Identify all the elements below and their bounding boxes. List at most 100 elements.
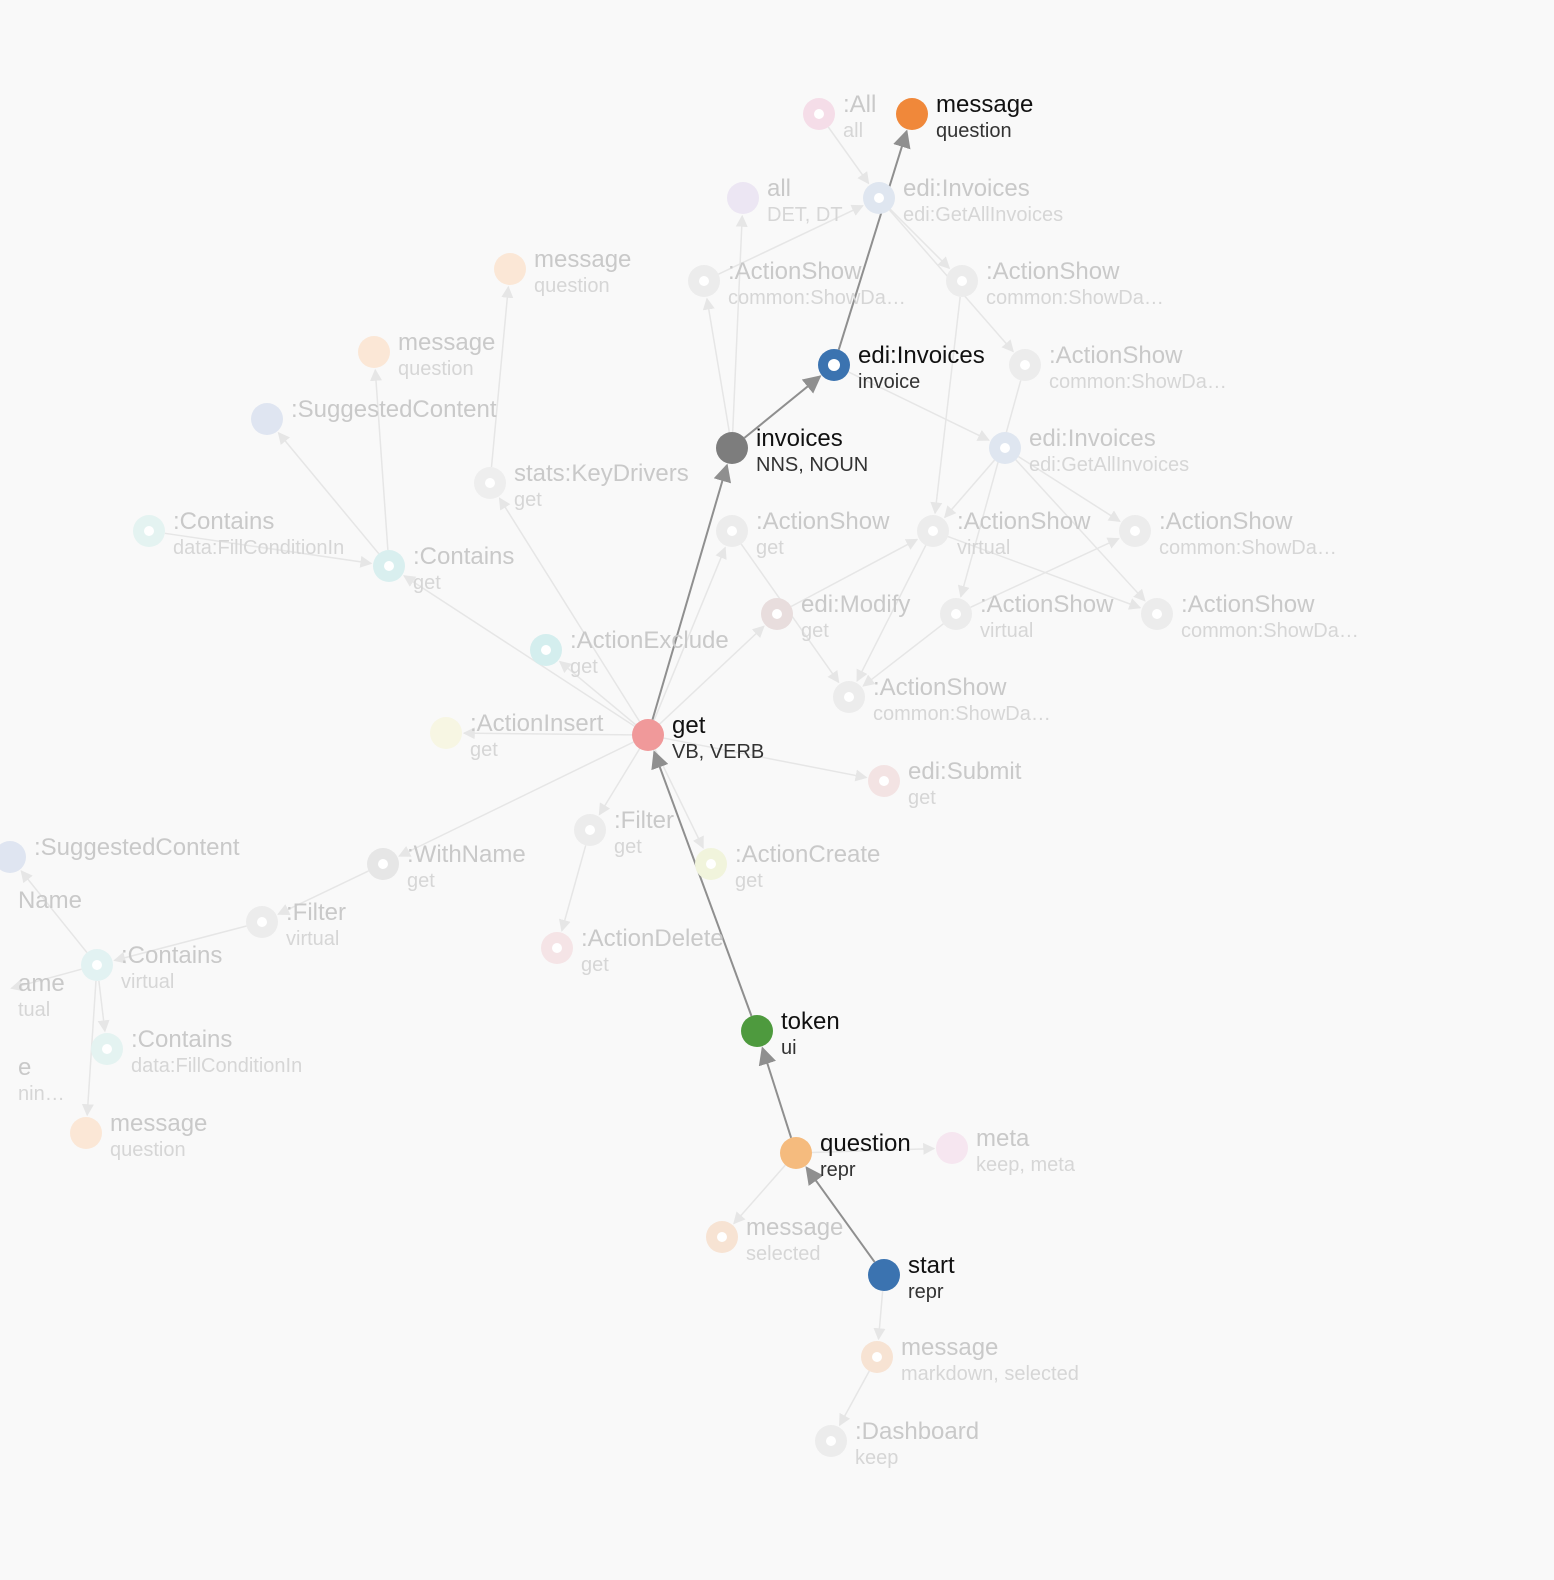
node-ring-center (814, 109, 824, 119)
node-sublabel: get (514, 489, 542, 511)
node-sublabel: VB, VERB (672, 741, 764, 763)
node-label: message (110, 1110, 207, 1137)
node-name_partial_3[interactable]: enin… (18, 1054, 65, 1105)
edge-edi_inv_1-to-as_2 (889, 208, 951, 270)
edge-contains_get-to-msg_q2 (370, 368, 389, 551)
edge-get-to-stats_kd (498, 497, 641, 722)
edge-get-to-with_name (398, 741, 634, 857)
node-label: :ActionShow (980, 591, 1114, 618)
edge-get-to-as_get (653, 546, 727, 721)
node-circle (868, 1259, 900, 1291)
node-as_5[interactable]: :ActionShowcommon:ShowDa… (1141, 591, 1359, 642)
node-circle (358, 336, 390, 368)
node-ring-center (585, 825, 595, 835)
node-circle (430, 717, 462, 749)
node-label: :ActionShow (1159, 508, 1293, 535)
node-sublabel: invoice (858, 371, 920, 393)
node-sublabel: question (110, 1139, 186, 1161)
edge-filter_virtual-to-contains_virtual (113, 925, 247, 964)
edge-get-to-contains_get (403, 575, 636, 727)
edge-invoices-to-edi_invoices_main (743, 375, 822, 439)
node-label: :Contains (173, 508, 274, 535)
node-sublabel: question (534, 275, 610, 297)
node-sublabel: data:FillConditionIn (173, 537, 344, 559)
node-sublabel: virtual (286, 928, 339, 950)
edge-contains_fci_1-to-contains_get (164, 532, 373, 568)
node-name_partial_1[interactable]: Name (18, 887, 82, 914)
edge-contains_virtual-to-name_partial_2 (10, 968, 82, 992)
node-label: edi:Invoices (1029, 425, 1156, 452)
node-label: question (820, 1130, 911, 1157)
node-sublabel: get (470, 739, 498, 761)
node-as_3[interactable]: :ActionShowcommon:ShowDa… (1009, 342, 1227, 393)
node-suggested_1[interactable]: :SuggestedContent (251, 396, 497, 435)
node-sublabel: nin… (18, 1083, 65, 1105)
node-ring-center (874, 193, 884, 203)
node-as_6[interactable]: :ActionShowcommon:ShowDa… (833, 674, 1051, 725)
node-label: :SuggestedContent (34, 834, 240, 861)
edge-edi_invoices_main-to-message_top (837, 129, 911, 351)
node-as_2[interactable]: :ActionShowcommon:ShowDa… (946, 258, 1164, 309)
node-label: message (398, 329, 495, 356)
node-sublabel: data:FillConditionIn (131, 1055, 302, 1077)
node-sublabel: common:ShowDa… (1181, 620, 1359, 642)
node-label: token (781, 1008, 840, 1035)
node-label: :ActionShow (1181, 591, 1315, 618)
node-as_1[interactable]: :ActionShowcommon:ShowDa… (688, 258, 906, 309)
edge-invoices-to-all_det (731, 214, 748, 433)
node-circle (780, 1137, 812, 1169)
node-suggested_2[interactable]: :SuggestedContent (0, 834, 240, 873)
node-ring-center (1000, 443, 1010, 453)
node-label: message (936, 91, 1033, 118)
node-label: :ActionShow (986, 258, 1120, 285)
node-label: :ActionShow (756, 508, 890, 535)
node-ring-center (102, 1044, 112, 1054)
node-circle (494, 253, 526, 285)
node-sublabel: question (936, 120, 1012, 142)
node-ring-center (879, 776, 889, 786)
node-ring-center (552, 943, 562, 953)
node-as_4[interactable]: :ActionShowcommon:ShowDa… (1119, 508, 1337, 559)
node-sublabel: get (801, 620, 829, 642)
node-label: invoices (756, 425, 843, 452)
node-label: start (908, 1252, 955, 1279)
